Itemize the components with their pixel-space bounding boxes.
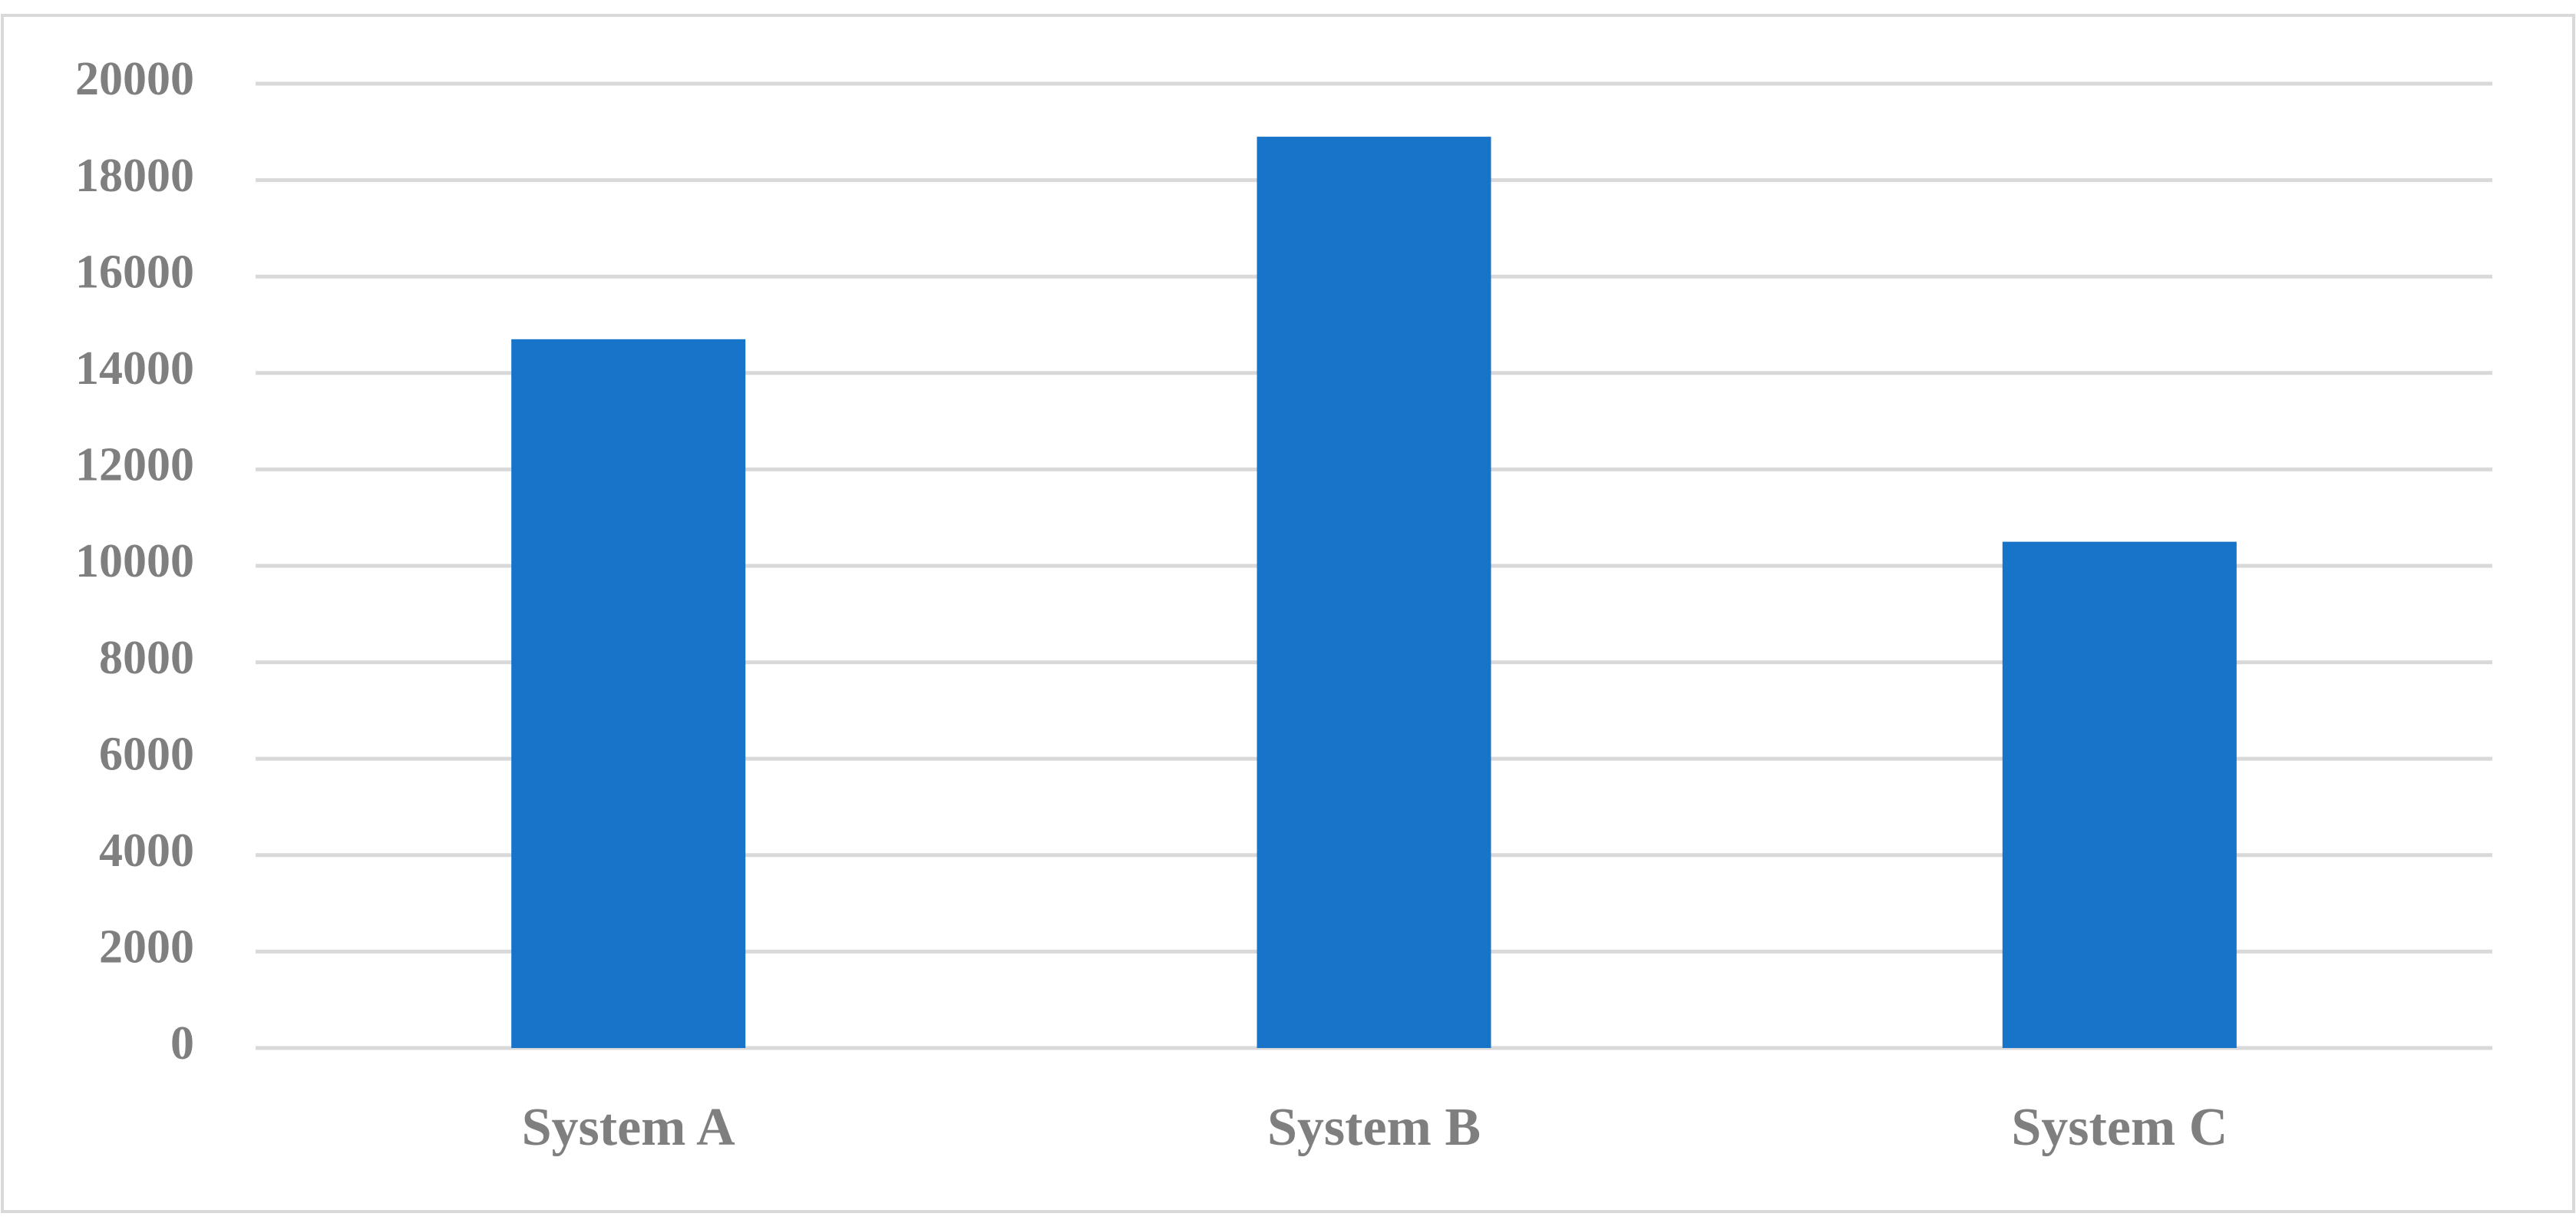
y-tick-label: 2000 xyxy=(99,921,194,974)
bar xyxy=(511,339,746,1049)
y-tick-label: 18000 xyxy=(75,150,194,202)
y-tick-label: 16000 xyxy=(75,246,194,298)
bar xyxy=(2002,541,2237,1048)
y-tick-label: 6000 xyxy=(99,728,194,780)
y-tick-label: 8000 xyxy=(99,632,194,684)
bar xyxy=(1257,137,1491,1049)
x-tick-label: System A xyxy=(522,1098,736,1157)
y-tick-label: 0 xyxy=(170,1017,194,1070)
x-tick-label: System C xyxy=(2011,1098,2228,1157)
x-tick-label: System B xyxy=(1267,1098,1481,1157)
y-tick-label: 20000 xyxy=(75,53,194,105)
y-tick-label: 10000 xyxy=(75,535,194,587)
y-tick-label: 14000 xyxy=(75,342,194,395)
y-tick-label: 12000 xyxy=(75,439,194,491)
y-tick-label: 4000 xyxy=(99,825,194,877)
